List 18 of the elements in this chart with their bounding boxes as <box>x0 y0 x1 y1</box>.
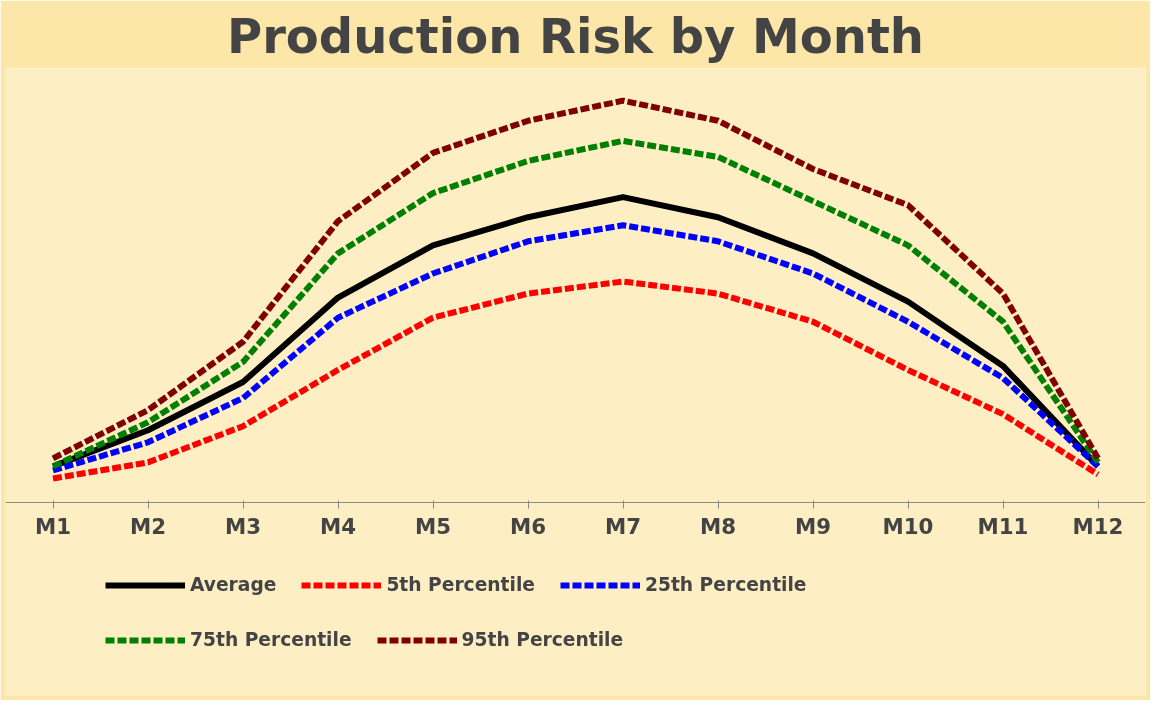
x-tick-label: M10 <box>882 513 934 539</box>
x-tick-label: M4 <box>319 513 357 539</box>
x-tick-label: M12 <box>1072 513 1124 539</box>
legend-label: 95th Percentile <box>461 629 624 650</box>
legend-label: 5th Percentile <box>386 574 535 595</box>
legend-label: 75th Percentile <box>190 629 352 650</box>
x-tick-label: M5 <box>414 513 452 539</box>
x-tick-label: M7 <box>604 513 642 539</box>
chart-title: Production Risk by Month <box>226 7 925 64</box>
x-tick-label: M9 <box>794 513 832 539</box>
legend-label: 25th Percentile <box>644 574 807 595</box>
x-tick-label: M11 <box>977 513 1029 539</box>
x-tick-label: M1 <box>34 513 72 539</box>
x-tick-label: M3 <box>224 513 262 539</box>
legend-label: Average <box>190 574 277 595</box>
x-tick-label: M6 <box>509 513 547 539</box>
x-tick-label: M8 <box>699 513 737 539</box>
x-tick-label: M2 <box>129 513 167 539</box>
